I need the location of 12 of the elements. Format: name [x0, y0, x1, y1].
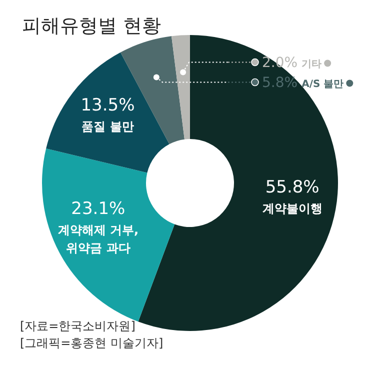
legend-label: A/S 불만 — [302, 79, 344, 90]
slice-label: 계약불이행 — [262, 201, 322, 216]
chart-title: 피해유형별 현황 — [22, 15, 162, 37]
slice-label: 품질 불만 — [82, 119, 134, 134]
text: [그래픽=홍종현 미술기자] — [20, 336, 164, 350]
data-label: 13.5% — [80, 95, 135, 116]
legend-label: 기타 — [302, 59, 322, 70]
slice-label: 계약해제 거부, 위약금 과다 — [58, 222, 139, 255]
text: [자료=한국소비자원] — [20, 319, 136, 333]
data-label: 55.8% — [265, 177, 320, 198]
data-label: 23.1% — [71, 198, 126, 219]
data-label: 5.8% — [262, 75, 298, 92]
